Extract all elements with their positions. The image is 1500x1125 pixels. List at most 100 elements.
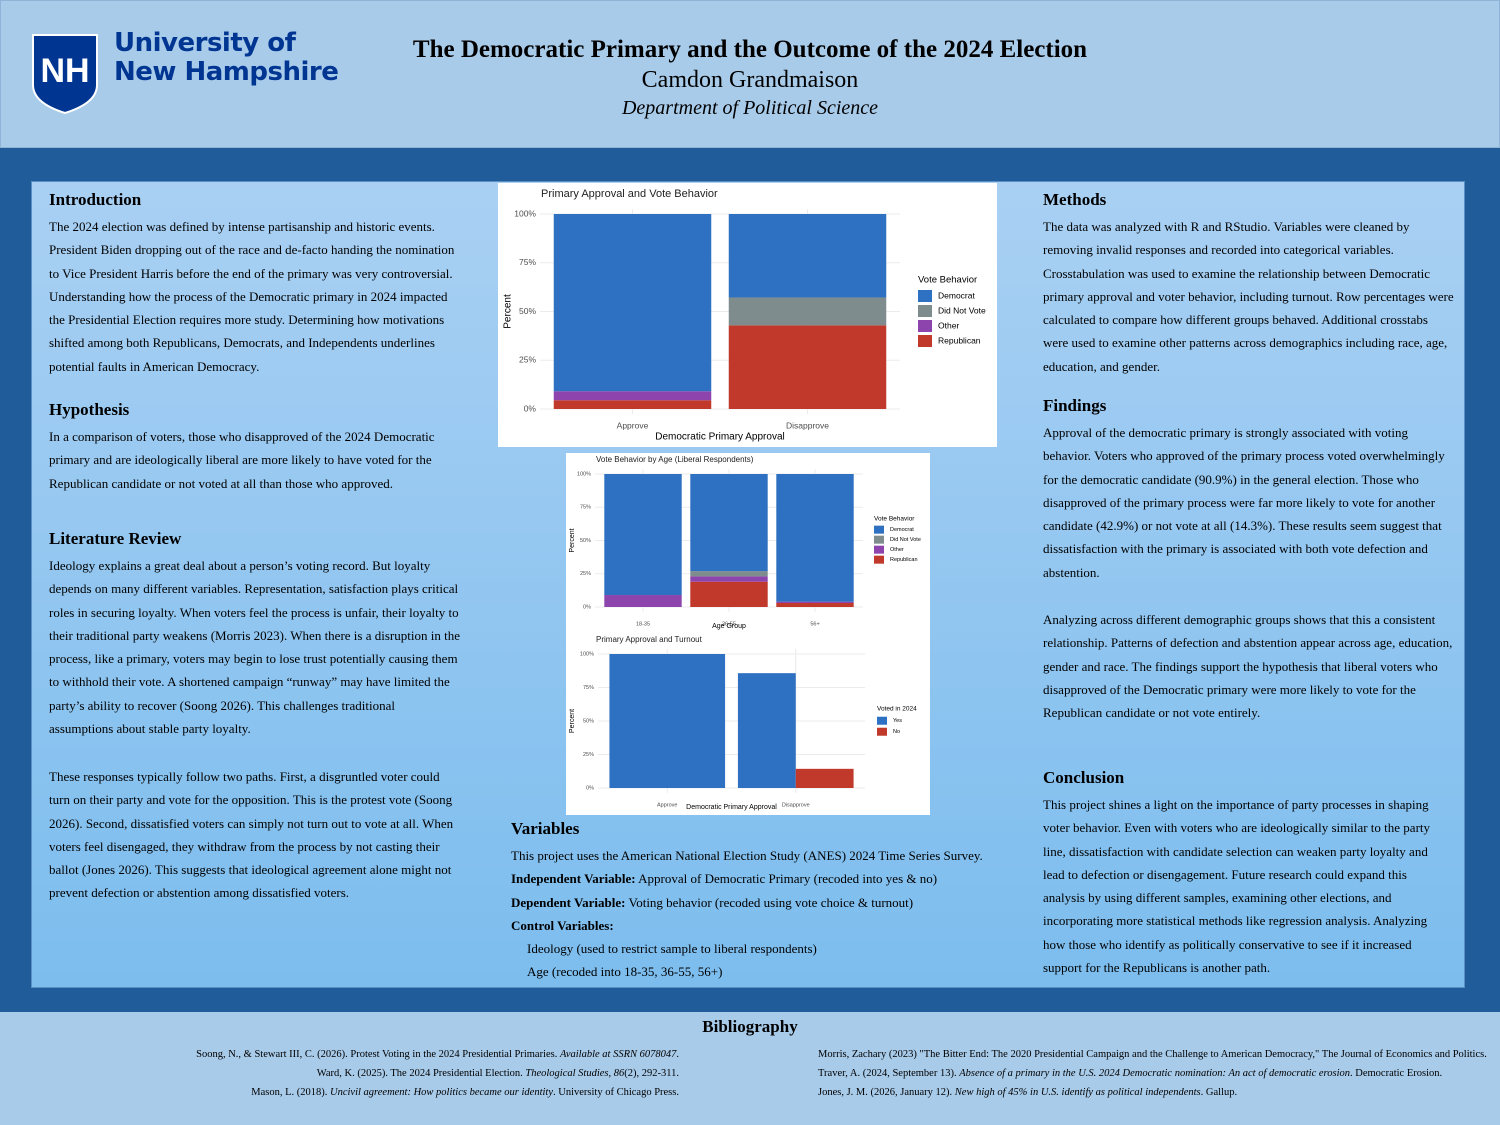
bar: [795, 768, 854, 788]
paragraph: The data was analyzed with R and RStudio…: [1043, 219, 1454, 374]
paragraph: These responses typically follow two pat…: [49, 769, 454, 901]
x-tick-label: Disapprove: [782, 802, 810, 808]
variable-label: Independent Variable:: [511, 871, 636, 887]
bibliography-panel: [0, 1012, 1500, 1125]
paragraph: Approval of the democratic primary is st…: [1043, 425, 1445, 580]
section-heading: Introduction: [49, 190, 142, 209]
control-item: Ideology (used to restrict sample to lib…: [527, 941, 817, 957]
y-tick-label: 100%: [577, 471, 591, 477]
department: Department of Political Science: [621, 97, 879, 119]
variable-label: Dependent Variable:: [511, 894, 626, 910]
legend-swatch: [877, 727, 887, 736]
chart-title: Primary Approval and Vote Behavior: [541, 188, 718, 200]
bar-segment: [690, 581, 768, 607]
legend-label: Democrat: [890, 527, 914, 533]
section-heading: Hypothesis: [49, 400, 130, 419]
legend-label: Did Not Vote: [890, 537, 921, 543]
section-heading: Findings: [1043, 396, 1107, 415]
variable-item: Independent Variable: Approval of Democr…: [511, 867, 1001, 890]
bar-segment: [604, 474, 682, 596]
y-tick-label: 75%: [583, 685, 594, 691]
x-tick-label: 56+: [810, 621, 819, 627]
legend-label: No: [893, 729, 900, 735]
y-tick-label: 0%: [524, 403, 537, 413]
citation-text: . University of Chicago Press.: [553, 1087, 679, 1098]
logo-shield: NH: [32, 34, 98, 115]
author: Camdon Grandmaison: [641, 67, 859, 93]
citation-text: Available at SSRN 6078047: [560, 1049, 677, 1060]
bar-segment: [690, 576, 768, 582]
y-tick-label: 75%: [580, 505, 591, 511]
paragraph: This project shines a light on the impor…: [1043, 797, 1431, 976]
y-axis-title: Percent: [569, 528, 576, 552]
paragraph: In a comparison of voters, those who dis…: [49, 429, 435, 491]
citation-text: Traver, A. (2024, September 13).: [818, 1068, 960, 1079]
y-tick-label: 0%: [586, 785, 594, 791]
variable-label: Control Variables:: [511, 917, 614, 933]
bar-segment: [604, 595, 682, 607]
x-axis-title: Democratic Primary Approval: [686, 804, 777, 811]
bibliography-list: Soong, N., & Stewart III, C. (2026). Pro…: [100, 1045, 679, 1102]
legend-title: Vote Behavior: [918, 275, 977, 286]
chart: Primary Approval and Vote Behavior 0% 25% 5…: [503, 188, 986, 443]
y-tick-label: 25%: [583, 752, 594, 758]
bar-segment: [728, 297, 887, 326]
y-tick-label: 100%: [514, 208, 536, 218]
y-tick-label: 0%: [583, 604, 591, 610]
legend-swatch: [918, 290, 932, 302]
bibliography-list: Morris, Zachary (2023) "The Bitter End: …: [818, 1045, 1488, 1102]
chart-title: Vote Behavior by Age (Liberal Respondent…: [596, 455, 754, 464]
control-item: Age (recoded into 18-35, 36-55, 56+): [527, 964, 723, 980]
y-axis-title: Percent: [569, 709, 576, 733]
bar: [609, 654, 726, 788]
y-tick-label: 25%: [519, 355, 536, 365]
x-tick-label: Approve: [617, 420, 649, 430]
legend-label: Democrat: [938, 290, 975, 300]
paragraph: The 2024 election was defined by intense…: [49, 219, 455, 374]
y-tick-label: 75%: [519, 257, 536, 267]
x-tick-label: 36-55: [722, 621, 736, 627]
section-heading: Variables: [511, 819, 580, 838]
bibliography-entry: Ward, K. (2025). The 2024 Presidential E…: [100, 1064, 679, 1083]
legend-swatch: [874, 535, 884, 544]
citation-text: Morris, Zachary (2023) "The Bitter End: …: [818, 1049, 1487, 1060]
variable-text: Approval of Democratic Primary (recoded …: [638, 871, 938, 887]
legend-swatch: [874, 545, 884, 554]
citation-text: .: [676, 1049, 679, 1060]
citation-text: . Gallup.: [1200, 1087, 1238, 1098]
bar-segment: [728, 214, 887, 298]
logo-text: New Hampshire: [114, 57, 339, 87]
bibliography-entry: Morris, Zachary (2023) "The Bitter End: …: [818, 1045, 1488, 1064]
citation-text: (2), 292-311.: [624, 1068, 679, 1079]
citation-text: Uncivil agreement: How politics became o…: [330, 1087, 553, 1098]
bar-segment: [776, 601, 854, 604]
bar-segment: [553, 214, 712, 392]
bibliography-entry: Soong, N., & Stewart III, C. (2026). Pro…: [100, 1045, 679, 1064]
x-axis-title: Age Group: [712, 623, 746, 630]
y-tick-label: 100%: [580, 651, 594, 657]
y-tick-label: 50%: [580, 538, 591, 544]
logo-text: University of: [114, 28, 296, 58]
bar-segment: [553, 400, 712, 409]
citation-text: Jones, J. M. (2026, January 12).: [818, 1087, 955, 1098]
x-tick-label: Disapprove: [786, 420, 829, 430]
x-tick-label: Approve: [657, 802, 678, 808]
legend-swatch: [874, 555, 884, 564]
logo-mark: NH: [40, 52, 89, 90]
y-tick-label: 50%: [583, 718, 594, 724]
legend-label: Other: [890, 547, 904, 553]
legend-swatch: [918, 320, 932, 332]
legend-swatch: [918, 305, 932, 317]
bar-segment: [776, 603, 854, 607]
y-axis-title: Percent: [503, 294, 514, 329]
legend-swatch: [874, 525, 884, 534]
chart: Vote Behavior by Age (Liberal Respondent…: [569, 455, 921, 630]
header: [0, 0, 1500, 148]
legend-title: Vote Behavior: [874, 516, 915, 523]
legend-swatch: [918, 335, 932, 347]
chart-title: Primary Approval and Turnout: [596, 635, 703, 644]
citation-text: New high of 45% in U.S. identify as poli…: [954, 1087, 1201, 1098]
bar-segment: [553, 391, 712, 401]
paragraph: Analyzing across different demographic g…: [1043, 612, 1453, 721]
